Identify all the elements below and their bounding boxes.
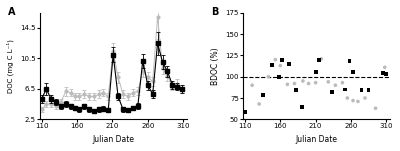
Point bbox=[300, 80, 306, 82]
Point bbox=[358, 89, 365, 92]
Point bbox=[272, 58, 279, 61]
Point bbox=[350, 70, 356, 73]
Point bbox=[312, 71, 319, 74]
Point bbox=[383, 73, 389, 75]
Point bbox=[346, 60, 353, 63]
Point bbox=[291, 82, 298, 85]
Point bbox=[269, 64, 275, 66]
Point bbox=[242, 110, 248, 113]
Text: B: B bbox=[211, 7, 218, 17]
Point bbox=[299, 105, 306, 108]
Point bbox=[265, 76, 272, 78]
Point bbox=[305, 82, 312, 85]
X-axis label: Julian Date: Julian Date bbox=[295, 135, 337, 144]
Point bbox=[316, 58, 322, 61]
Point bbox=[276, 76, 282, 78]
Point bbox=[332, 84, 338, 86]
Point bbox=[249, 84, 255, 86]
Point bbox=[355, 100, 361, 103]
Point bbox=[286, 63, 292, 65]
Point bbox=[344, 97, 350, 99]
Point bbox=[279, 58, 286, 61]
Point bbox=[342, 88, 348, 91]
Point bbox=[329, 91, 335, 93]
Point bbox=[372, 107, 379, 109]
Point bbox=[293, 89, 299, 92]
Point bbox=[277, 64, 284, 67]
X-axis label: Julian Date: Julian Date bbox=[92, 135, 134, 144]
Text: A: A bbox=[8, 7, 15, 17]
Point bbox=[350, 99, 356, 102]
Point bbox=[362, 97, 368, 99]
Point bbox=[365, 89, 372, 92]
Point bbox=[380, 72, 386, 74]
Point bbox=[312, 81, 319, 84]
Point bbox=[382, 66, 388, 69]
Y-axis label: BDOC (%): BDOC (%) bbox=[211, 47, 220, 85]
Y-axis label: DOC (mg C L⁻¹): DOC (mg C L⁻¹) bbox=[7, 39, 14, 93]
Point bbox=[256, 103, 262, 105]
Point bbox=[325, 81, 332, 83]
Point bbox=[339, 81, 346, 84]
Point bbox=[318, 58, 324, 60]
Point bbox=[260, 93, 266, 96]
Point bbox=[284, 83, 290, 86]
